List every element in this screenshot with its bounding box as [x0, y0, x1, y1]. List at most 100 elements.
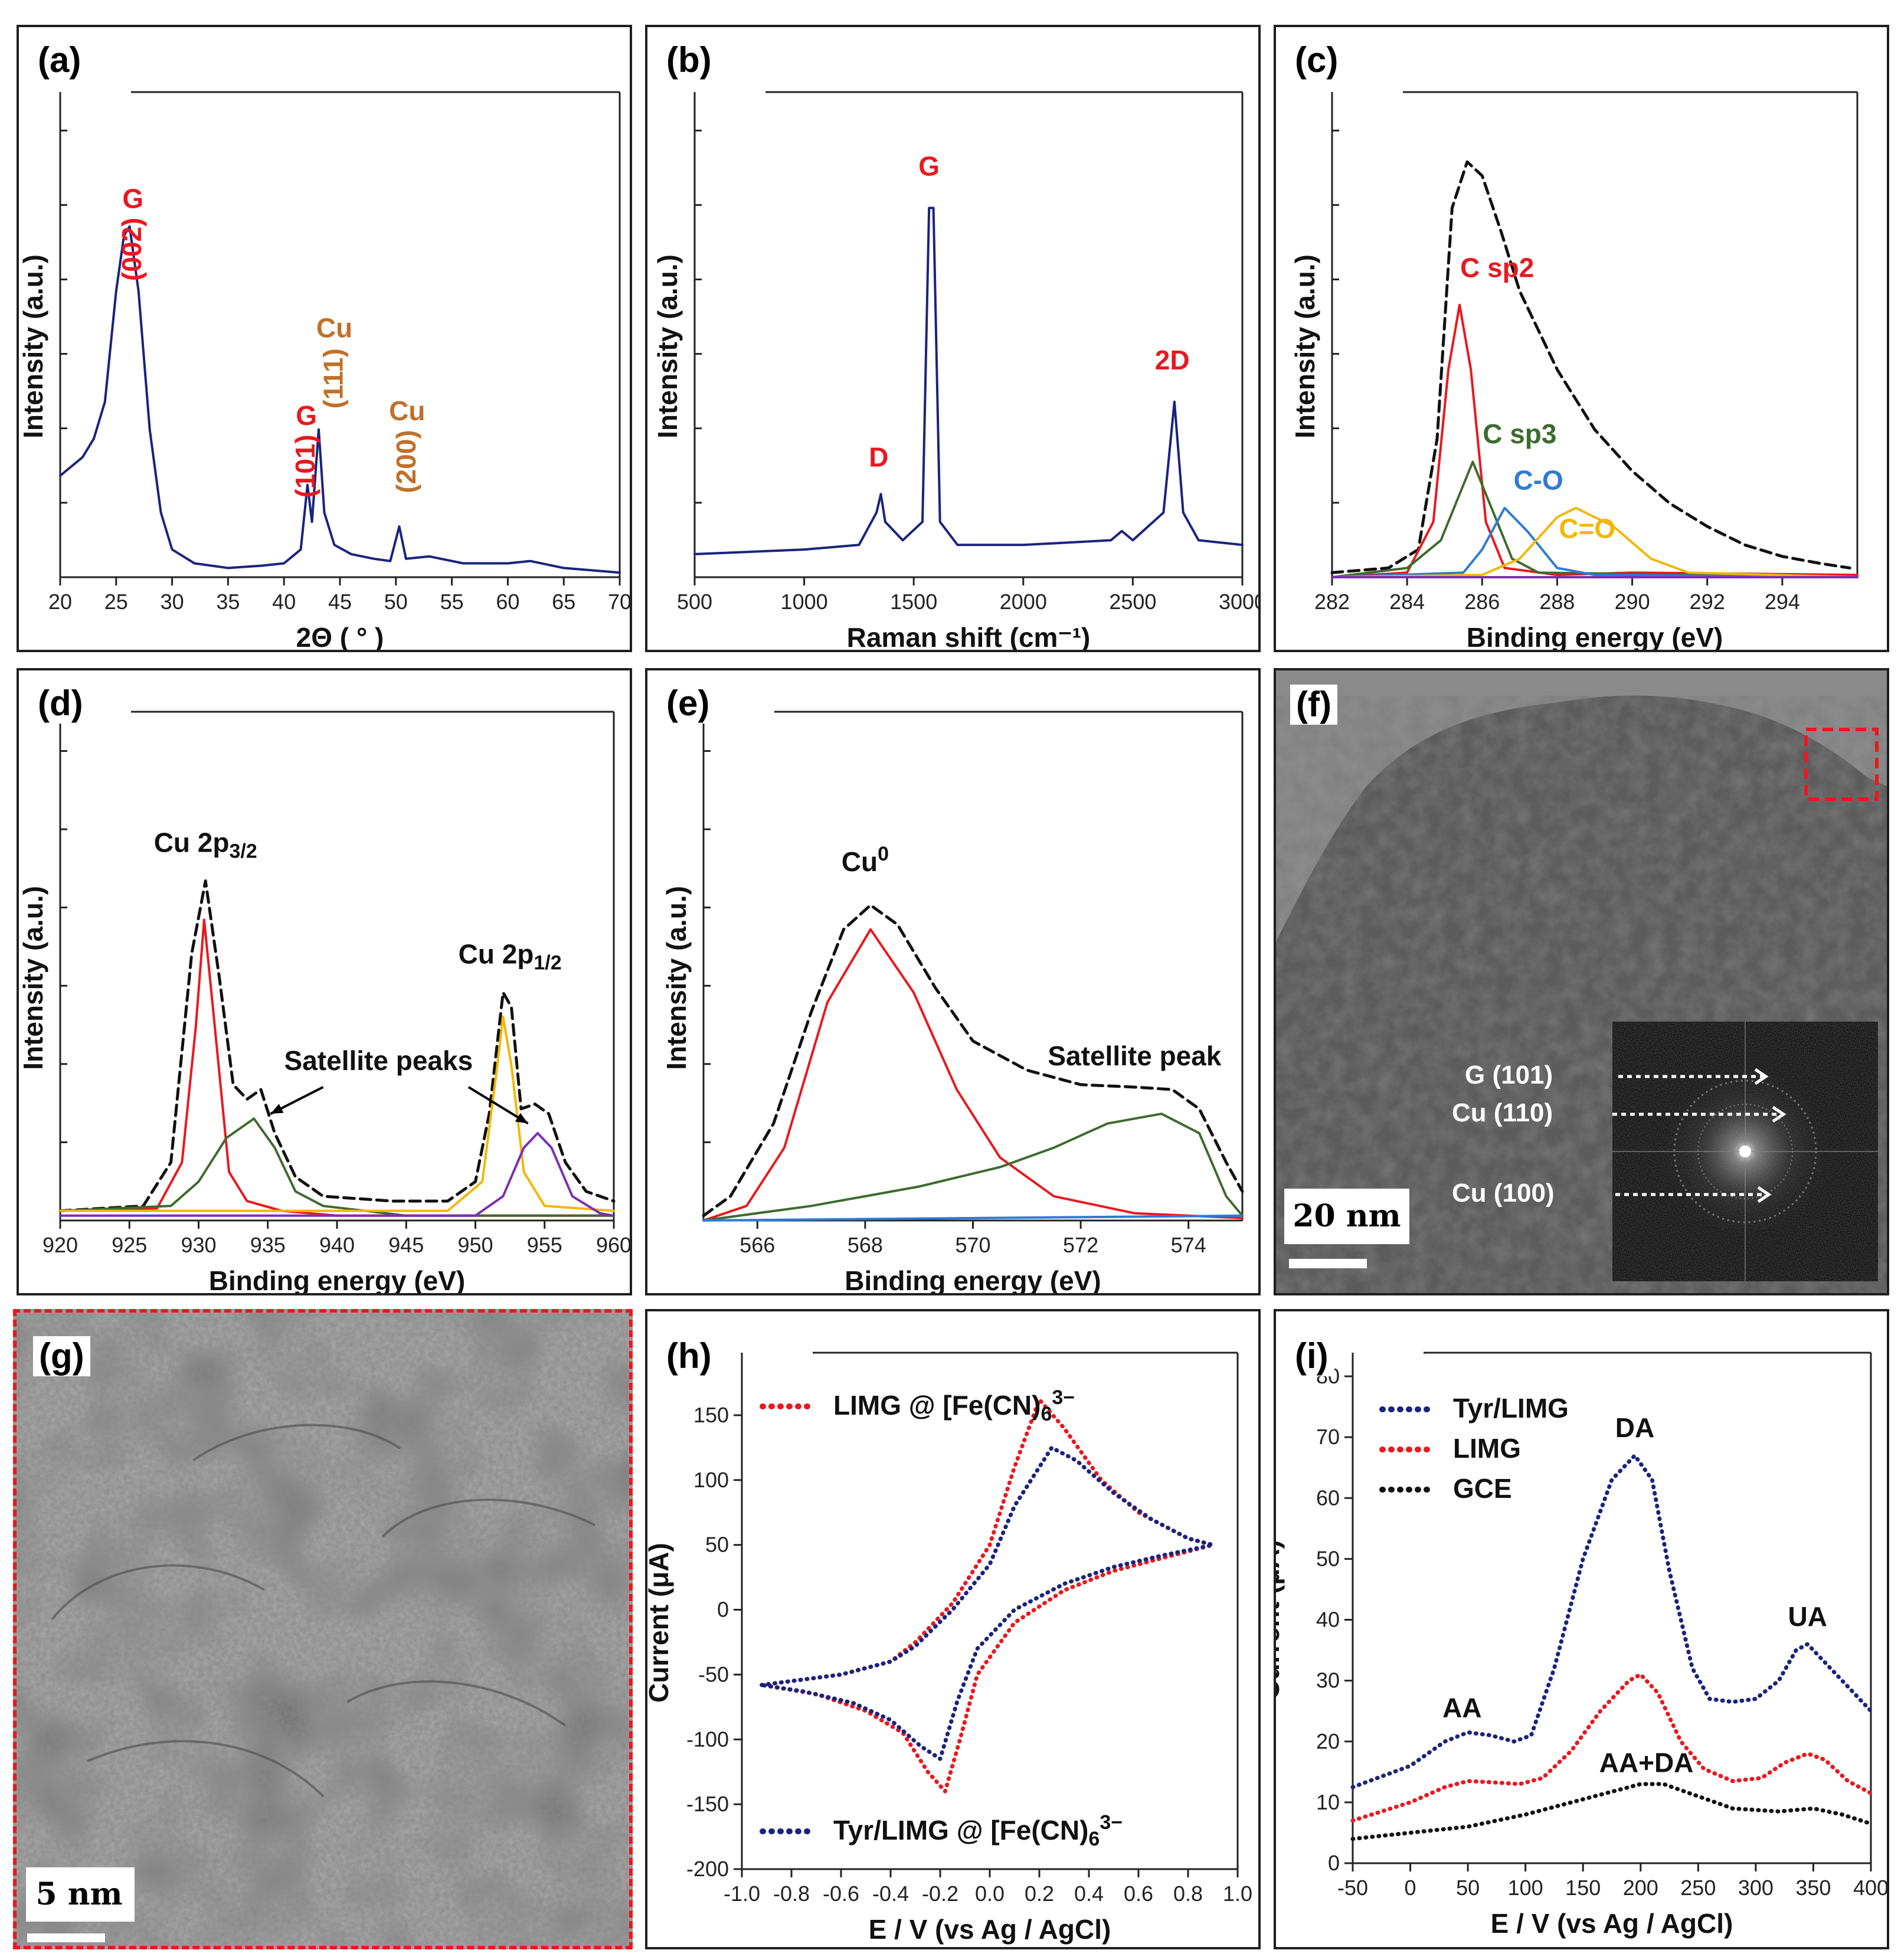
- legend-label-main: Tyr/LIMG @ [Fe(CN): [833, 1815, 1088, 1846]
- x-axis-title: E / V (vs Ag / AgCl): [1491, 1908, 1733, 1939]
- chart-b: 500 1000 1500 2000 2500 3000 Raman shift (cm⁻¹…: [652, 91, 1261, 652]
- x-tick-label: 40: [272, 590, 296, 614]
- x-tick-label: 400: [1853, 1876, 1889, 1900]
- x-axis-title: Raman shift (cm⁻¹): [847, 622, 1091, 652]
- legend-label: Tyr/LIMG @ [Fe(CN)63−: [833, 1811, 1123, 1850]
- x-tick-label: 574: [1171, 1233, 1206, 1257]
- x-tick-label: 250: [1680, 1876, 1716, 1900]
- peak-label-main: UA: [1788, 1601, 1827, 1632]
- x-tick-label: 0.6: [1124, 1882, 1153, 1906]
- peak-label: Cu0: [842, 843, 889, 877]
- panel-d: 920 925 930 935 940 945 950 955 960 Binding energ…: [17, 668, 632, 1295]
- annotation-arrowhead: [270, 1104, 284, 1114]
- peak-label: C sp2: [1460, 253, 1534, 283]
- y-tick-label: -100: [686, 1727, 729, 1751]
- x-tick-label: -1.0: [724, 1882, 760, 1906]
- panel-e: 566 568 570 572 574 Binding energy (eV) Intens…: [645, 668, 1261, 1295]
- chart-h: -1.0 -0.8 -0.6 -0.4 -0.2 0.0 0.2 0.4 0.6 0.8 1.0 -2…: [647, 1352, 1252, 1945]
- y-tick-label: 0: [717, 1598, 729, 1622]
- x-tick-label: 0.2: [1025, 1882, 1054, 1906]
- peak-label: 2D: [1155, 345, 1190, 375]
- peak-label: Cu 2p1/2: [459, 938, 562, 974]
- annotation-arrowhead: [515, 1112, 528, 1124]
- peak-label: UA: [1788, 1601, 1827, 1632]
- panel-h: -1.0 -0.8 -0.6 -0.4 -0.2 0.0 0.2 0.4 0.6 0.8 1.0 -2…: [645, 1309, 1261, 1949]
- y-axis-title: Intensity (a.u.): [661, 886, 692, 1070]
- peak-label: C=O: [1559, 513, 1615, 544]
- panel-label: (h): [660, 1336, 718, 1376]
- peak-label: G: [918, 151, 940, 182]
- panel-label: (b): [660, 40, 718, 80]
- peak-label: Cu 2p3/2: [154, 827, 257, 862]
- peak-label-sub: 1/2: [534, 951, 561, 974]
- y-tick-label: 0: [1328, 1851, 1340, 1875]
- y-tick-label: 30: [1316, 1668, 1340, 1693]
- y-axis-title: Intensity (a.u.): [19, 254, 48, 439]
- peak-label-main: Satellite peaks: [284, 1045, 473, 1076]
- peak-label-main: Cu 2p: [459, 938, 534, 969]
- legend-label-sup: 3−: [1100, 1811, 1123, 1834]
- y-tick-label: 70: [1316, 1425, 1340, 1449]
- series-gce: [1350, 1782, 1873, 1841]
- peak-label: Cu: [389, 395, 425, 426]
- legend-label: GCE: [1453, 1473, 1512, 1504]
- peak-label-main: Cu: [842, 846, 878, 877]
- x-tick-label: 20: [48, 590, 72, 614]
- series-satellite: [702, 1112, 1244, 1222]
- y-tick-label: 150: [693, 1403, 729, 1427]
- series-envelope: [1330, 160, 1851, 574]
- series-limg: [1350, 1672, 1873, 1823]
- legend-label-sub: 6: [1088, 1828, 1100, 1850]
- panel-f: G (101) Cu (110) Cu (100) 20 nm (f): [1274, 668, 1889, 1295]
- y-tick-label: 40: [1316, 1608, 1340, 1632]
- x-tick-label: 288: [1539, 590, 1575, 614]
- peak-label-main: C sp2: [1460, 253, 1534, 283]
- x-tick-label: 100: [1508, 1876, 1543, 1900]
- panel-label: (d): [32, 683, 89, 724]
- series-limg-fe-cn-6-3-: [760, 1398, 1215, 1794]
- zoom-region-box: [1804, 728, 1879, 801]
- legend-label-main: LIMG: [1453, 1433, 1521, 1464]
- x-tick-label: -0.4: [872, 1882, 909, 1906]
- peak-index: (101): [290, 434, 320, 498]
- chart-a: 20 25 30 35 40 45 50 55 60 65 70 2Θ ( ° ) Intensity …: [19, 91, 630, 652]
- x-tick-label: 3000: [1219, 590, 1261, 614]
- peak-label-main: AA+DA: [1599, 1747, 1694, 1778]
- peak-label: Satellite peaks: [284, 1045, 473, 1076]
- peak-label: C sp3: [1483, 418, 1556, 449]
- panel-label: (g): [33, 1336, 90, 1376]
- series-cu-2p3-2: [59, 918, 615, 1217]
- scale-bar: [1289, 1259, 1367, 1268]
- x-tick-label: 292: [1690, 590, 1725, 614]
- peak-index: (002): [116, 218, 147, 281]
- x-tick-label: 566: [740, 1233, 775, 1257]
- x-tick-label: 955: [527, 1233, 562, 1257]
- x-tick-label: 940: [319, 1233, 355, 1257]
- series-satellite1: [59, 1117, 615, 1217]
- series-tyr-limg: [1350, 1453, 1873, 1789]
- y-tick-label: -150: [686, 1792, 729, 1816]
- panel-label: (f): [1290, 685, 1337, 725]
- peak-index: (200): [391, 430, 421, 493]
- chart-d: 920 925 930 935 940 945 950 955 960 Binding energ…: [19, 711, 630, 1293]
- chart-i: -50 0 50 100 150 200 250 300 350 4000102030405060…: [1276, 1352, 1889, 1939]
- series-c-o: [1331, 506, 1859, 578]
- peak-label-sup: 0: [878, 843, 889, 865]
- y-tick-label: 100: [693, 1468, 729, 1492]
- scale-bar-label: 20 nm: [1293, 1198, 1401, 1234]
- y-axis-title: Intensity (a.u.): [19, 886, 48, 1070]
- x-tick-label: 30: [161, 590, 184, 614]
- series-c-o: [1331, 506, 1859, 578]
- x-axis-title: 2Θ ( ° ): [296, 622, 384, 652]
- x-tick-label: 150: [1565, 1876, 1601, 1900]
- peak-label: D: [869, 441, 888, 472]
- peak-label: C-O: [1513, 464, 1563, 495]
- y-tick-label: 20: [1316, 1729, 1340, 1753]
- panel-label: (c): [1289, 40, 1344, 80]
- peak-label: DA: [1615, 1412, 1654, 1443]
- y-axis-title: Intensity (a.u.): [1290, 254, 1320, 439]
- x-tick-label: 0.4: [1074, 1882, 1104, 1906]
- tem-image-f: G (101) Cu (110) Cu (100) 20 nm: [1276, 670, 1887, 1293]
- peak-label-main: C=O: [1559, 513, 1615, 544]
- legend-label-sub: 6: [1041, 1403, 1052, 1425]
